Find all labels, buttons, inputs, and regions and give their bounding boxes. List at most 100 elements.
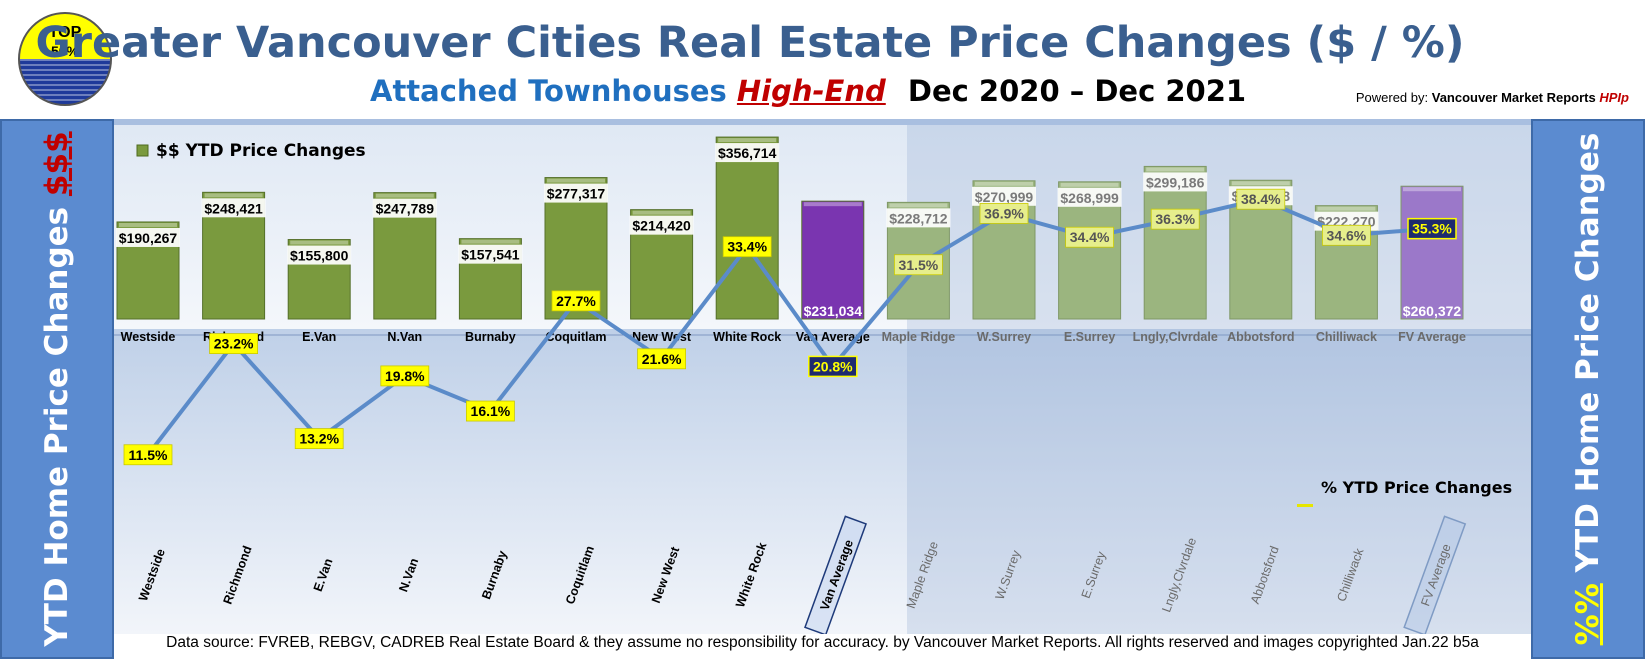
pct-label-bg-chilliwack [1322,224,1371,246]
bar-category-chilliwack: Chilliwack [1316,330,1377,344]
bar-value-label-e-surrey: $268,999 [1060,190,1119,206]
left-side-label: YTD Home Price Changes $$$ [39,131,75,646]
bar-category-e-van: E.Van [302,330,336,344]
bar-category-w-surrey: W.Surrey [977,330,1031,344]
bar-label-bg-n-van [372,198,437,218]
pct-value-label-n-van: 19.8% [385,368,425,384]
pct-value-label-coquitlam: 27.7% [556,293,596,309]
subtitle-category: Attached Townhouses [370,74,727,108]
pct-value-label-new-west: 21.6% [642,351,682,367]
bar-value-label-w-surrey: $270,999 [975,189,1034,205]
page-subtitle: Attached Townhouses High-End Dec 2020 – … [370,74,1246,108]
bar-category-coquitlam: Coquitlam [545,330,606,344]
pct-label-bg-w-surrey [979,203,1029,224]
bar-highlight-fv-average [1403,187,1461,192]
powered-brand: HPIp [1599,90,1629,105]
bar-fv-average [1400,185,1464,320]
pct-value-label-van-average: 20.8% [813,358,853,374]
pct-value-label-maple-ridge: 31.5% [899,257,939,273]
bar-white-rock [715,136,779,320]
pct-value-label-fv-average: 35.3% [1412,221,1452,237]
bar-category-lngly-clvrdale: Lngly,Clvrdale [1133,330,1218,344]
top-50-badge: TOP 50% [18,12,112,106]
bar-highlight-westside [119,222,177,227]
bar-category-fv-average: FV Average [1398,330,1466,344]
bar-category-abbotsford: Abbotsford [1227,330,1294,344]
bar-value-label-richmond: $248,421 [204,200,263,216]
bar-label-bg-coquitlam [544,183,608,203]
badge-stripes [20,59,110,104]
pct-label-bg-fv-average [1407,217,1457,240]
pct-value-label-burnaby: 16.1% [471,403,511,419]
pct-label-bg-new-west [637,348,686,370]
pct-value-label-white-rock: 33.4% [727,239,767,255]
bar-highlight-e-surrey [1060,182,1119,187]
bar-value-label-e-van: $155,800 [290,248,349,264]
pct-value-label-westside: 11.5% [129,447,168,463]
bar-value-label-westside: $190,267 [119,230,178,246]
left-side-accent: $$$ [39,131,75,197]
bar-highlight-chilliwack [1317,206,1376,211]
pct-label-bg-coquitlam [551,290,601,312]
bar-highlight-w-surrey [975,181,1033,186]
pct-label-bg-abbotsford [1236,188,1286,210]
subtitle-period: Dec 2020 – Dec 2021 [907,74,1247,108]
bar-value-label-fv-average: $260,372 [1403,303,1462,319]
pct-label-bg-maple-ridge [894,254,943,276]
bar-highlight-lngly-clvrdale [1146,167,1205,172]
bar-label-bg-e-van [287,245,352,265]
bar-lngly-clvrdale [1143,165,1207,320]
powered-prefix: Powered by: [1355,90,1429,105]
bar-label-bg-maple-ridge [886,208,951,228]
bar-category-e-surrey: E.Surrey [1064,330,1115,344]
bar-highlight-coquitlam [547,178,605,183]
bar-label-bg-white-rock [715,143,780,163]
badge-line1: TOP [48,24,82,41]
bar-category-burnaby: Burnaby [465,330,516,344]
line-legend-swatch [1297,504,1313,507]
bar-value-label-maple-ridge: $228,712 [889,210,948,226]
bar-label-bg-burnaby [458,244,523,264]
pct-value-label-richmond: 23.2% [214,336,254,352]
bar-highlight-white-rock [718,138,777,143]
bar-value-label-burnaby: $157,541 [461,247,520,263]
pct-label-bg-westside [123,444,173,466]
bar-highlight-new-west [632,210,691,215]
bar-value-label-lngly-clvrdale: $299,186 [1146,174,1205,190]
pct-label-bg-van-average [808,355,858,378]
bar-legend-label: $$ YTD Price Changes [156,141,366,161]
bar-highlight-richmond [204,193,263,198]
bar-category-maple-ridge: Maple Ridge [882,330,956,344]
pct-category-box-fv-average [1403,515,1467,634]
pct-label-bg-n-van [380,365,430,387]
top-strip [114,119,1531,125]
pct-value-label-lngly-clvrdale: 36.3% [1155,211,1195,227]
bar-category-white-rock: White Rock [713,330,781,344]
pct-category-box-van-average [804,515,867,634]
price-change-chart: $$ YTD Price Changes % YTD Price Changes… [114,119,1531,634]
badge-line2: 50% [50,43,80,59]
bar-highlight-abbotsford [1231,181,1290,186]
bar-value-label-new-west: $214,420 [632,218,691,234]
bar-highlight-van-average [803,202,862,207]
pct-label-bg-burnaby [465,400,515,422]
bar-category-westside: Westside [121,330,176,344]
pct-value-label-abbotsford: 38.4% [1241,191,1281,207]
left-side-text: YTD Home Price Changes [39,206,75,647]
powered-name: Vancouver Market Reports [1431,90,1596,105]
bar-label-bg-westside [116,227,180,247]
pct-label-bg-white-rock [722,236,772,258]
pct-series-line [146,197,1433,456]
bar-legend-swatch [136,144,149,157]
bar-label-bg-new-west [629,215,694,235]
pct-label-bg-lngly-clvrdale [1150,208,1200,230]
bar-label-bg-richmond [201,198,266,218]
pct-value-label-e-surrey: 34.4% [1070,229,1110,245]
powered-by: Powered by: Vancouver Market Reports HPI… [1356,90,1629,105]
right-side-accent: %% [1570,583,1606,646]
bar-value-label-n-van: $247,789 [376,201,435,217]
left-side-panel: YTD Home Price Changes $$$ [0,119,114,659]
page-title: Greater Vancouver Cities Real Estate Pri… [35,18,1465,68]
bar-value-label-coquitlam: $277,317 [547,186,606,202]
pct-label-bg-richmond [209,333,258,355]
